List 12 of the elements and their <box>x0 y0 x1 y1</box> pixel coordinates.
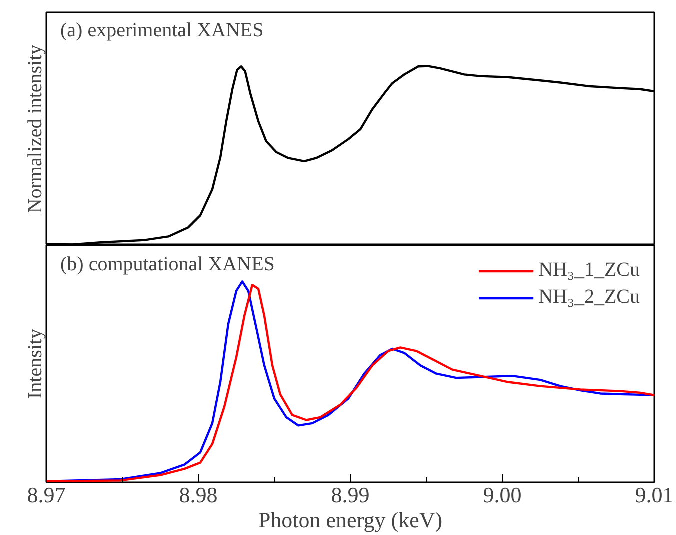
x-tick-label: 9.00 <box>483 482 522 508</box>
x-tick-label: 8.98 <box>179 482 218 508</box>
chart-title: (a) experimental XANES <box>60 20 264 42</box>
x-tick-label: 8.99 <box>331 482 370 508</box>
x-axis-title: Photon energy (keV) <box>258 508 443 532</box>
legend-label: NH₃_2_ZCu <box>538 286 640 309</box>
x-tick-label: 8.97 <box>27 482 66 508</box>
chart-title: (b) computational XANES <box>60 254 275 276</box>
legend-label: NH₃_1_ZCu <box>538 259 640 282</box>
y-axis-title: Normalized intensity <box>24 44 46 214</box>
x-tick-label: 9.01 <box>635 482 674 508</box>
y-axis-title: Intensity <box>24 328 46 399</box>
